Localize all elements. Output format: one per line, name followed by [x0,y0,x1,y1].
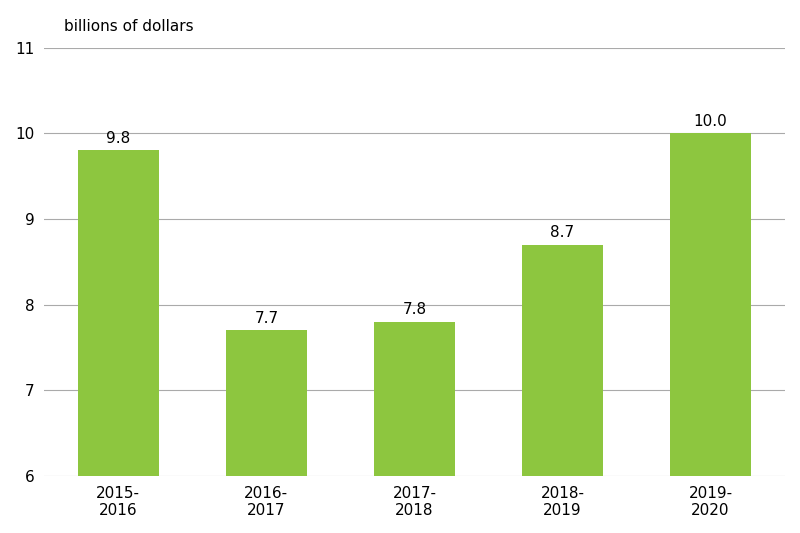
Bar [226,330,307,476]
Text: 9.8: 9.8 [106,131,130,146]
Bar [522,245,603,476]
Text: 8.7: 8.7 [550,225,574,240]
Bar [374,322,455,476]
Text: 7.8: 7.8 [402,302,426,318]
Text: 7.7: 7.7 [254,311,278,326]
Text: billions of dollars: billions of dollars [64,19,194,34]
Bar [670,133,751,476]
Text: 10.0: 10.0 [694,114,727,129]
Bar [78,150,159,476]
